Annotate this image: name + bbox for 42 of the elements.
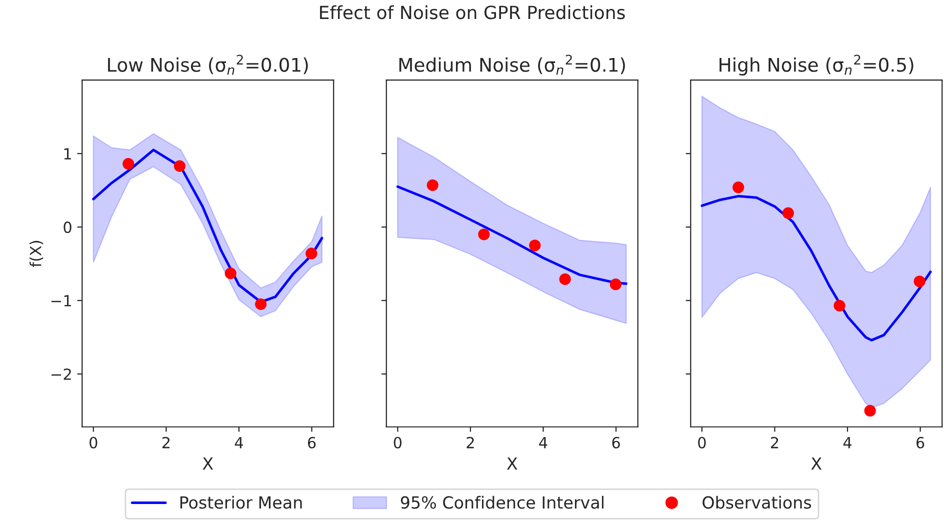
point — [426, 179, 438, 191]
legend-label: Observations — [702, 496, 812, 509]
x-tick-label: 6 — [612, 436, 620, 448]
y-axis-title: f(X) — [30, 240, 44, 268]
y-tick-label: 0 — [64, 222, 72, 234]
point — [610, 278, 622, 290]
x-tick-label: 0 — [698, 436, 706, 448]
y-tick-label: −2 — [52, 368, 71, 380]
x-tick-label: 4 — [539, 437, 548, 448]
x-axis-title: X — [811, 457, 822, 470]
point — [122, 158, 134, 170]
point — [306, 248, 318, 260]
point — [478, 228, 490, 240]
point — [254, 298, 267, 310]
x-tick-label: 0 — [394, 436, 402, 448]
y-tick-label: −1 — [52, 295, 71, 306]
x-axis-title: X — [506, 457, 518, 470]
chart-title: High Noise (σ$_{n}$$^{2}$=0.5) — [720, 54, 914, 76]
chart-title: Medium Noise (σ$_{n}$$^{2}$=0.1) — [399, 54, 625, 75]
point — [529, 240, 541, 252]
x-tick-label: 4 — [234, 437, 243, 448]
point — [559, 273, 571, 286]
text: Effect of Noise on GPR Predictions — [320, 5, 625, 20]
chart-title: Low Noise (σ$_{n}$$^{2}$=0.01) — [108, 54, 308, 75]
x-tick-label: 6 — [308, 436, 316, 448]
x-tick-label: 2 — [162, 436, 170, 448]
text: 95% Confidence Interval — [400, 496, 604, 509]
x-tick-label: 4 — [843, 437, 852, 448]
point — [834, 300, 846, 312]
point — [174, 160, 186, 172]
x-tick-label: 6 — [916, 436, 924, 448]
point — [864, 404, 876, 417]
legend-label: Posterior Mean — [180, 496, 302, 509]
point — [732, 182, 744, 194]
x-tick-label: 2 — [770, 436, 778, 448]
point — [782, 207, 794, 219]
point — [914, 276, 926, 288]
point — [224, 268, 236, 280]
y-tick-label: 1 — [64, 148, 71, 160]
x-tick-label: 0 — [90, 436, 98, 448]
x-axis-title: X — [202, 457, 214, 470]
x-tick-label: 2 — [466, 436, 474, 448]
